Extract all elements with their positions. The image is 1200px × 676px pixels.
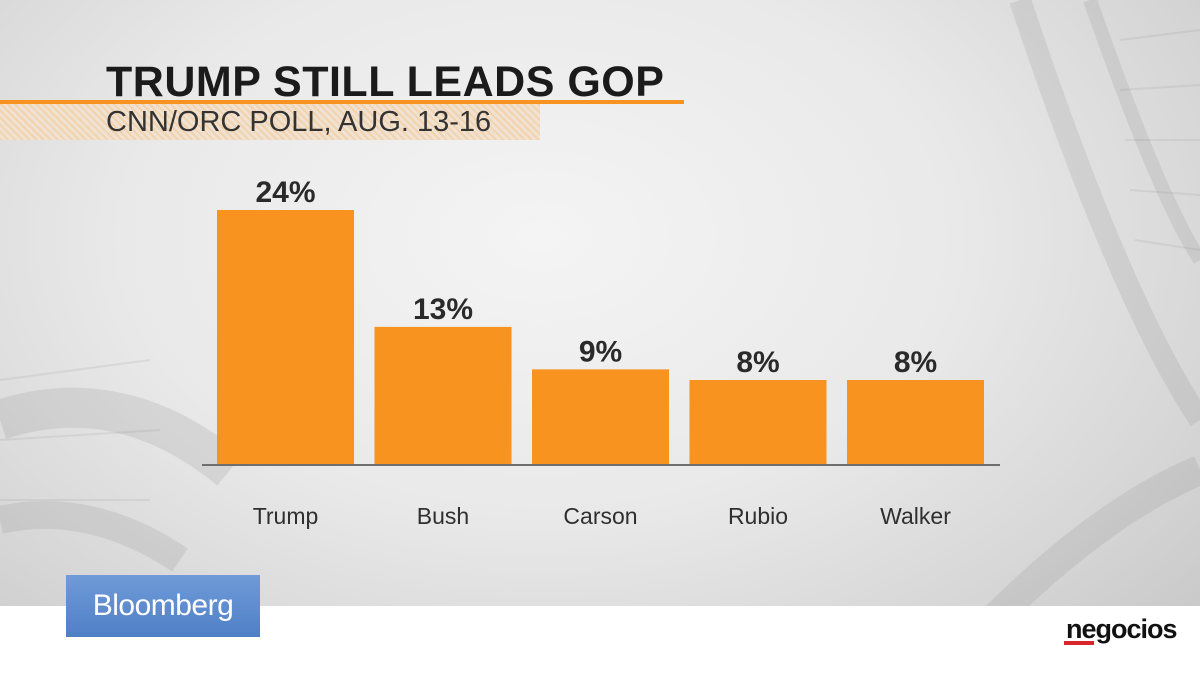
publisher-logo: negocios: [1066, 614, 1178, 644]
title-underline: [0, 100, 684, 104]
category-label-trump: Trump: [253, 503, 319, 529]
category-label-rubio: Rubio: [728, 503, 788, 529]
category-label-bush: Bush: [417, 503, 469, 529]
broadcaster-logo: Bloomberg: [66, 575, 260, 637]
value-label-bush: 13%: [413, 293, 473, 326]
bar-carson: [532, 369, 669, 465]
category-label-carson: Carson: [563, 503, 637, 529]
value-label-rubio: 8%: [736, 346, 779, 379]
chart-title: TRUMP STILL LEADS GOP: [106, 58, 665, 106]
value-label-trump: 24%: [255, 176, 315, 209]
category-label-walker: Walker: [880, 503, 951, 529]
publisher-logo-accent: [1064, 641, 1094, 645]
chart-subtitle: CNN/ORC POLL, AUG. 13-16: [106, 106, 492, 138]
bar-walker: [847, 380, 984, 465]
value-label-carson: 9%: [579, 335, 622, 368]
bar-trump: [217, 210, 354, 465]
bar-rubio: [689, 380, 827, 465]
value-label-walker: 8%: [894, 346, 937, 379]
bar-bush: [374, 326, 512, 465]
subtitle-band: [0, 104, 540, 140]
